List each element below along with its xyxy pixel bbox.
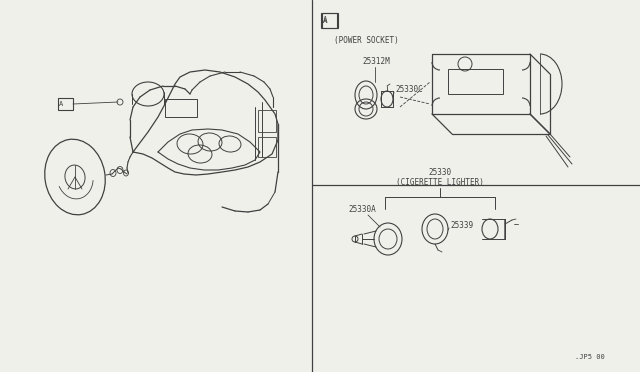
Text: .JP5 00: .JP5 00 [575, 354, 605, 360]
Text: 25330: 25330 [428, 167, 452, 176]
Text: (CIGERETTE LIGHTER): (CIGERETTE LIGHTER) [396, 177, 484, 186]
Bar [258, 110, 276, 132]
Bar [58, 98, 73, 110]
Bar [321, 13, 337, 28]
Text: A: A [59, 101, 63, 107]
Bar [165, 99, 197, 117]
Bar [448, 69, 503, 94]
Bar [258, 137, 276, 157]
Text: A: A [323, 17, 327, 23]
Text: 25330A: 25330A [348, 205, 376, 214]
Text: 25339: 25339 [450, 221, 473, 230]
Text: (POWER SOCKET): (POWER SOCKET) [334, 35, 399, 45]
Bar [322, 13, 338, 28]
Text: A: A [323, 16, 328, 25]
Text: 25330C: 25330C [395, 84, 423, 93]
Text: 25312M: 25312M [362, 57, 390, 65]
